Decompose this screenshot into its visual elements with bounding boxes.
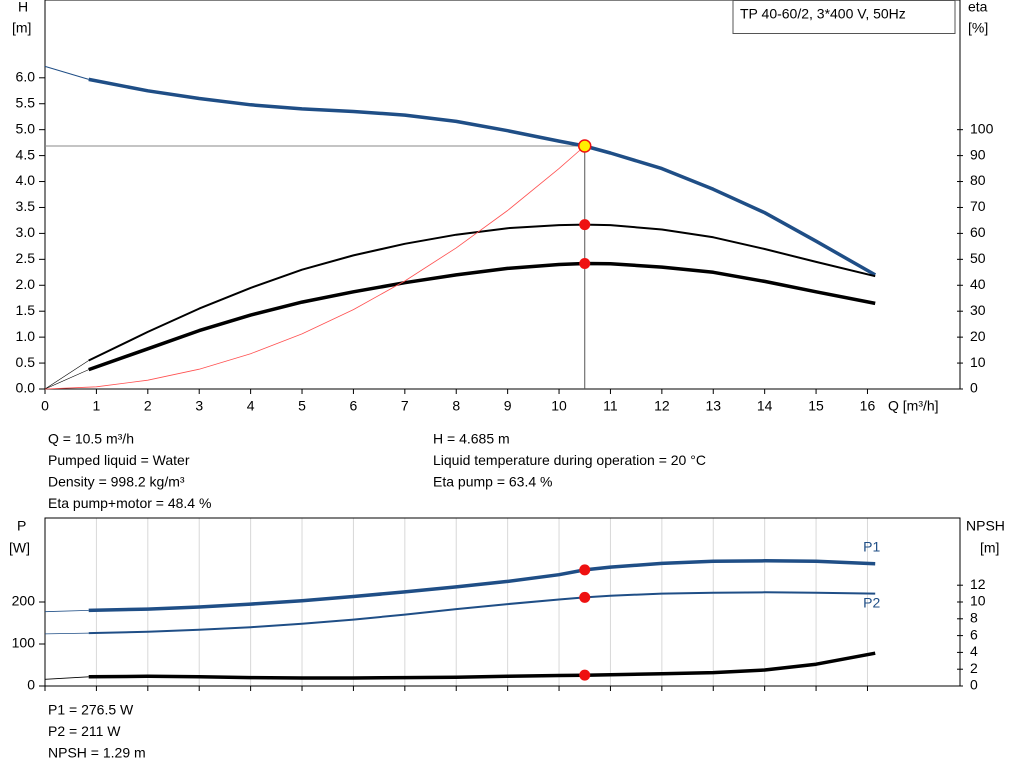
x-tick-label: 11 <box>603 398 618 414</box>
y2-tick-label: 100 <box>970 120 994 136</box>
axis-label: P <box>17 518 26 534</box>
y-tick-label: 5.0 <box>16 120 36 136</box>
y2-tick-label: 4 <box>970 643 978 659</box>
marker <box>579 591 591 603</box>
info-text: H = 4.685 m <box>433 431 510 447</box>
y2-tick-label: 30 <box>970 302 986 318</box>
y-tick-label: 2.0 <box>16 276 36 292</box>
curve <box>44 65 89 80</box>
y-tick-label: 6.0 <box>16 69 36 85</box>
plot-frame <box>44 517 961 687</box>
y-tick-label: 2.5 <box>16 250 36 266</box>
x-tick-label: 13 <box>705 398 721 414</box>
x-tick-label: 4 <box>247 398 255 414</box>
y2-tick-label: 10 <box>970 354 986 370</box>
y-tick-label: 4.0 <box>16 172 36 188</box>
info-text: Eta pump+motor = 48.4 % <box>48 495 211 511</box>
y2-tick-label: 12 <box>970 576 986 592</box>
axis-label: [m] <box>980 540 999 556</box>
chart-title: TP 40-60/2, 3*400 V, 50Hz <box>740 6 906 22</box>
curve <box>44 632 89 635</box>
x-tick-label: 15 <box>808 398 824 414</box>
info-text: Q = 10.5 m³/h <box>48 431 134 447</box>
y2-tick-label: 2 <box>970 660 978 676</box>
x-tick-label: 10 <box>551 398 567 414</box>
y2-tick-label: 50 <box>970 250 986 266</box>
curve <box>88 261 876 372</box>
y-tick-label: 200 <box>12 593 36 609</box>
marker <box>579 219 591 231</box>
x-tick-label: 1 <box>93 398 101 414</box>
info-text: Density = 998.2 kg/m³ <box>48 474 185 490</box>
x-tick-label: 9 <box>504 398 512 414</box>
info-text: NPSH = 1.29 m <box>48 745 146 761</box>
y-tick-label: 4.5 <box>16 146 36 162</box>
x-tick-label: 8 <box>452 398 460 414</box>
curve <box>44 369 89 390</box>
curve <box>88 77 877 277</box>
y2-tick-label: 60 <box>970 224 986 240</box>
y2-tick-label: 80 <box>970 172 986 188</box>
series-name: P2 <box>863 594 880 610</box>
info-text: P1 = 276.5 W <box>48 702 134 718</box>
y-tick-label: 5.5 <box>16 94 36 110</box>
axis-label: [m] <box>12 20 31 36</box>
axis-label: NPSH <box>966 518 1005 534</box>
y2-tick-label: 10 <box>970 593 986 609</box>
info-text: Liquid temperature during operation = 20… <box>433 452 706 468</box>
x-axis-label: Q [m³/h] <box>888 398 939 414</box>
y-tick-label: 0.0 <box>16 380 36 396</box>
axis-label: eta <box>968 0 988 15</box>
x-tick-label: 12 <box>654 398 670 414</box>
series-name: P1 <box>863 538 880 554</box>
y-tick-label: 1.0 <box>16 328 36 344</box>
y2-tick-label: 6 <box>970 626 978 642</box>
curve <box>44 610 89 613</box>
x-tick-label: 6 <box>350 398 358 414</box>
y2-tick-label: 40 <box>970 276 986 292</box>
x-tick-label: 0 <box>41 398 49 414</box>
x-tick-label: 14 <box>757 398 773 414</box>
y2-tick-label: 8 <box>970 610 978 626</box>
curve <box>88 651 876 680</box>
info-text: Pumped liquid = Water <box>48 452 190 468</box>
y-tick-label: 1.5 <box>16 302 36 318</box>
plot-frame <box>44 0 961 390</box>
axis-label: [W] <box>9 540 30 556</box>
marker <box>579 669 591 681</box>
y2-tick-label: 20 <box>970 328 986 344</box>
y2-tick-label: 70 <box>970 198 986 214</box>
y-tick-label: 0.5 <box>16 354 36 370</box>
axis-label: H <box>18 0 28 15</box>
info-text: P2 = 211 W <box>48 723 121 739</box>
y-tick-label: 100 <box>12 635 36 651</box>
marker <box>579 257 591 269</box>
x-tick-label: 3 <box>195 398 203 414</box>
info-text: Eta pump = 63.4 % <box>433 474 552 490</box>
x-tick-label: 2 <box>144 398 152 414</box>
curve <box>88 591 876 635</box>
curve <box>44 360 89 390</box>
y2-tick-label: 0 <box>970 380 978 396</box>
curve <box>88 559 876 613</box>
y-tick-label: 3.0 <box>16 224 36 240</box>
curve <box>44 145 585 390</box>
x-tick-label: 16 <box>860 398 876 414</box>
y-tick-label: 3.5 <box>16 198 36 214</box>
curve <box>88 223 876 362</box>
x-tick-label: 7 <box>401 398 409 414</box>
curve <box>44 676 89 680</box>
title-box <box>732 0 956 34</box>
y2-tick-label: 0 <box>970 677 978 693</box>
y-tick-label: 0 <box>27 677 35 693</box>
y2-tick-label: 90 <box>970 146 986 162</box>
x-tick-label: 5 <box>298 398 306 414</box>
operating-point <box>577 139 592 153</box>
marker <box>579 564 591 576</box>
axis-label: [%] <box>968 20 988 36</box>
